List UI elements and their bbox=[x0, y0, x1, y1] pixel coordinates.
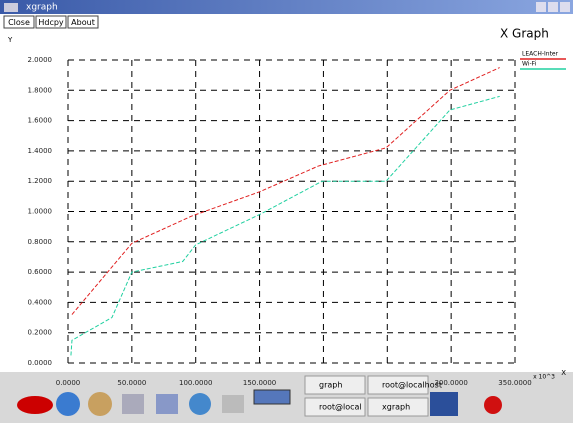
series-line bbox=[72, 68, 500, 315]
task-label: root@localhost bbox=[382, 381, 442, 390]
workspace-pager[interactable] bbox=[254, 390, 290, 404]
maximize[interactable] bbox=[548, 2, 558, 12]
x-scale-label: x 10^3 bbox=[533, 374, 555, 381]
y-tick-label: 0.4000 bbox=[28, 298, 53, 306]
chart-title: X Graph bbox=[500, 27, 549, 41]
screen: xgraph Close Hdcpy About X Graph Y Xx 10^3 0.0… bbox=[0, 0, 573, 423]
y-axis-label: Y bbox=[7, 36, 13, 44]
toolbar-button-label: Close bbox=[8, 18, 30, 27]
series-line bbox=[71, 96, 500, 355]
x-tick-label: 50.0000 bbox=[117, 379, 146, 387]
task-label: root@local bbox=[319, 403, 362, 412]
y-tick-label: 1.4000 bbox=[28, 147, 53, 155]
y-tick-label: 1.6000 bbox=[28, 117, 53, 125]
page: {"window": {"title": "xgraph", "buttons"… bbox=[0, 0, 573, 423]
terminal-icon[interactable] bbox=[430, 392, 458, 416]
x-tick-label: 350.0000 bbox=[498, 379, 531, 387]
minimize[interactable] bbox=[536, 2, 546, 12]
y-tick-label: 1.2000 bbox=[28, 177, 53, 185]
x-axis-label: X bbox=[561, 369, 566, 377]
browser-icon[interactable] bbox=[56, 392, 80, 416]
writer-icon[interactable] bbox=[122, 394, 144, 414]
y-tick-label: 1.8000 bbox=[28, 86, 53, 94]
legend-label: LEACH-Inter bbox=[522, 51, 559, 58]
y-tick-label: 1.0000 bbox=[28, 208, 53, 216]
print-icon[interactable] bbox=[222, 395, 244, 413]
y-tick-label: 0.6000 bbox=[28, 268, 53, 276]
redhat-icon[interactable] bbox=[17, 396, 53, 414]
task-label: xgraph bbox=[382, 403, 410, 412]
x-tick-label: 100.0000 bbox=[179, 379, 212, 387]
calc-icon[interactable] bbox=[189, 393, 211, 415]
alert-icon[interactable] bbox=[484, 396, 502, 414]
mail-icon[interactable] bbox=[88, 392, 112, 416]
legend-label: Wi-Fi bbox=[522, 61, 537, 68]
x-tick-label: 0.0000 bbox=[56, 379, 81, 387]
impress-icon[interactable] bbox=[156, 394, 178, 414]
x-tick-label: 150.0000 bbox=[243, 379, 276, 387]
window-title: xgraph bbox=[26, 3, 58, 13]
toolbar-button-label: Hdcpy bbox=[38, 18, 64, 27]
close-window[interactable] bbox=[560, 2, 570, 12]
y-tick-label: 0.0000 bbox=[28, 359, 53, 367]
window-menu[interactable] bbox=[4, 3, 18, 12]
task-label: graph bbox=[319, 381, 342, 390]
title-bar bbox=[0, 0, 573, 14]
y-tick-label: 2.0000 bbox=[28, 56, 53, 64]
toolbar-button-label: About bbox=[71, 18, 95, 27]
y-tick-label: 0.2000 bbox=[28, 329, 53, 337]
y-tick-label: 0.8000 bbox=[28, 238, 53, 246]
